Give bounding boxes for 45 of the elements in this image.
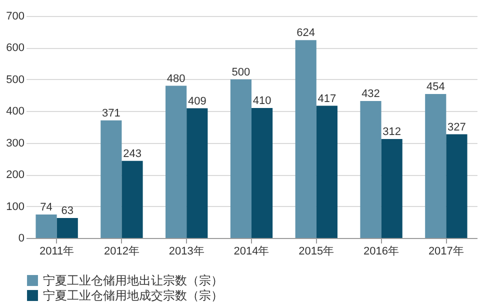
data-label: 243 xyxy=(123,148,142,160)
x-tick-label: 2013年 xyxy=(168,246,204,258)
data-label: 409 xyxy=(188,95,206,108)
y-tick-label: 700 xyxy=(6,10,24,22)
data-label: 432 xyxy=(362,88,380,100)
x-tick-label: 2016年 xyxy=(364,246,400,258)
bar xyxy=(381,139,402,238)
data-label: 63 xyxy=(61,205,74,218)
data-label: 417 xyxy=(318,92,336,105)
data-label: 312 xyxy=(382,126,402,138)
bar xyxy=(186,108,208,238)
data-label: 624 xyxy=(296,27,316,40)
data-label: 454 xyxy=(426,81,445,94)
bar xyxy=(446,134,468,238)
y-tick-label: 300 xyxy=(6,137,24,150)
x-tick-label: 2017年 xyxy=(428,246,464,258)
x-tick-label: 2015年 xyxy=(298,246,334,258)
y-tick-label: 600 xyxy=(6,42,24,54)
bar xyxy=(252,108,273,238)
y-tick-label: 500 xyxy=(6,74,24,86)
data-label: 410 xyxy=(252,94,272,107)
y-tick-label: 200 xyxy=(6,169,24,182)
y-tick-label: 100 xyxy=(6,200,24,213)
bar xyxy=(166,86,187,238)
bar xyxy=(56,218,78,238)
x-tick-label: 2014年 xyxy=(234,246,270,258)
bar xyxy=(425,94,446,238)
data-label: 500 xyxy=(232,66,250,78)
bar xyxy=(230,79,252,238)
x-tick-label: 2012年 xyxy=(104,246,140,258)
y-tick-label: 400 xyxy=(6,106,24,118)
y-tick-label: 0 xyxy=(18,232,24,244)
bar xyxy=(122,160,143,238)
legend-label: 宁夏工业仓储用地出让宗数（宗） xyxy=(43,274,223,288)
x-tick-label: 2011年 xyxy=(39,246,74,258)
bar xyxy=(360,100,382,238)
bar xyxy=(36,214,57,238)
bar xyxy=(316,106,338,238)
data-label: 371 xyxy=(102,107,120,120)
legend-label: 宁夏工业仓储用地成交宗数（宗） xyxy=(43,288,223,302)
data-label: 74 xyxy=(40,202,52,214)
data-label: 480 xyxy=(166,72,186,85)
bar xyxy=(295,40,316,238)
data-label: 327 xyxy=(448,121,466,134)
bar xyxy=(100,120,122,238)
